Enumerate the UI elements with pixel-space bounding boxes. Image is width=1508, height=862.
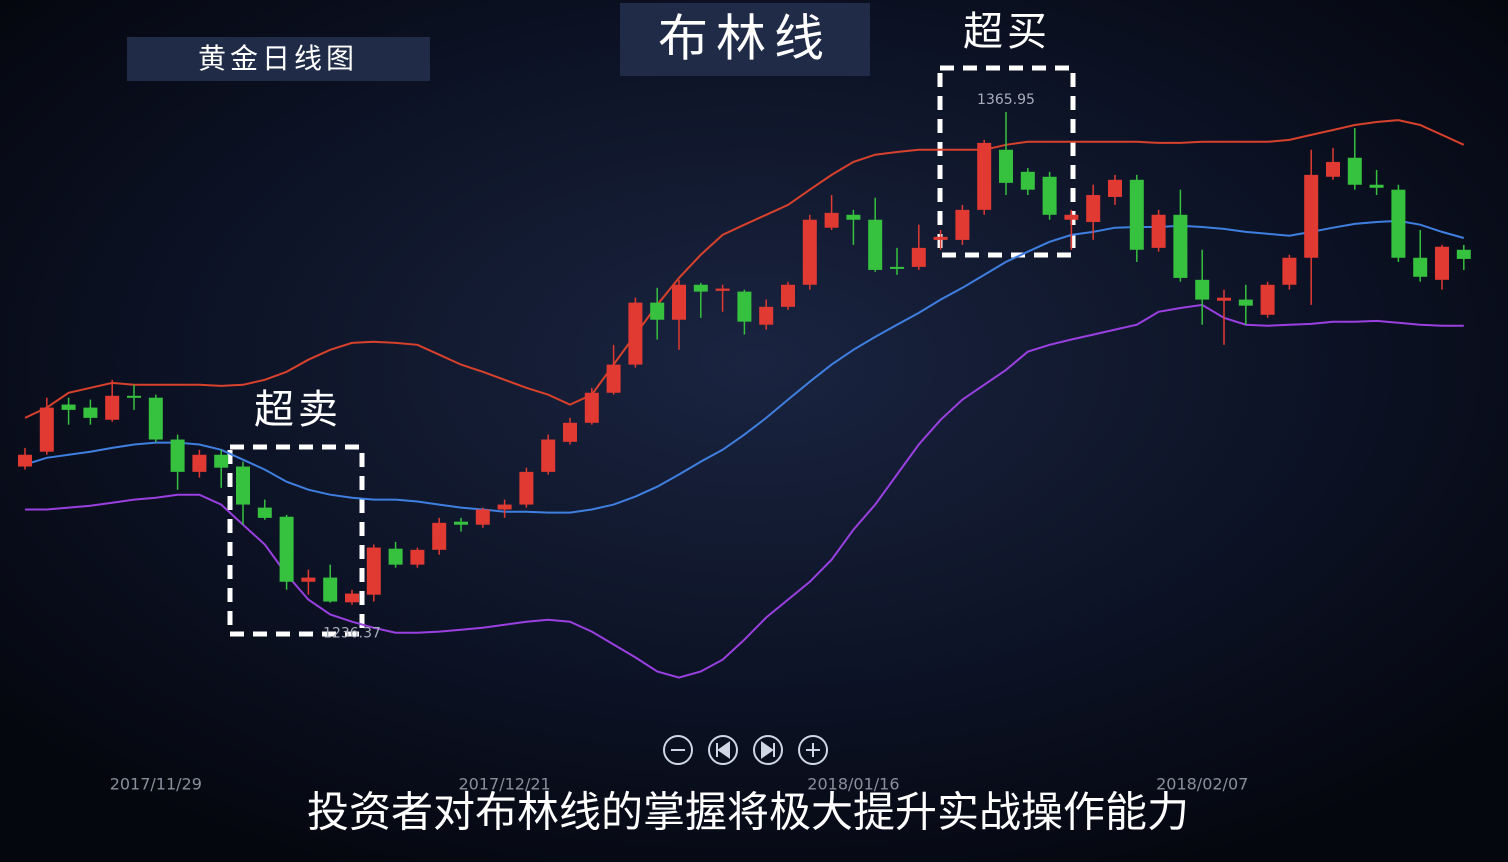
candle-body bbox=[584, 392, 599, 423]
candle-body bbox=[170, 439, 185, 472]
candle-body bbox=[1086, 195, 1101, 223]
candle-body bbox=[192, 454, 207, 472]
candle-body bbox=[846, 214, 861, 220]
candle-body bbox=[1304, 174, 1319, 258]
candle-body bbox=[737, 291, 752, 322]
candle-body bbox=[672, 284, 686, 320]
candle-body bbox=[868, 219, 883, 270]
annotation: 超卖 bbox=[254, 387, 342, 433]
candle-body bbox=[127, 395, 141, 398]
band-line bbox=[24, 119, 1465, 419]
chart-label: 黄金日线图 bbox=[198, 42, 358, 75]
candle-body bbox=[650, 302, 665, 320]
band-line bbox=[24, 219, 1465, 514]
candle-body bbox=[301, 577, 316, 582]
candle-body bbox=[519, 471, 534, 505]
plot: 1365.95 1236.37 bbox=[18, 92, 1471, 679]
x-axis: 2017/11/29 2017/12/21 2018/01/16 2018/02/07 bbox=[110, 775, 1249, 794]
chart-title: 布林线 bbox=[658, 10, 832, 68]
candle-body bbox=[323, 577, 338, 602]
candle-body bbox=[410, 549, 425, 565]
candle-body bbox=[388, 548, 403, 565]
candle-body bbox=[824, 212, 839, 228]
candle-body bbox=[148, 397, 163, 440]
candle-body bbox=[1064, 214, 1079, 220]
candle-body bbox=[105, 395, 120, 420]
candle-body bbox=[563, 422, 577, 442]
label-box bbox=[127, 37, 430, 81]
x-tick-label: 2017/12/21 bbox=[458, 775, 550, 794]
low-label: 1236.37 bbox=[323, 626, 381, 642]
candle-body bbox=[83, 407, 98, 418]
candle-body bbox=[1151, 214, 1166, 248]
caption: 投资者对布林线的掌握将极大提升实战操作能力 bbox=[307, 788, 1189, 837]
candle-body bbox=[39, 407, 54, 452]
candle-body bbox=[1173, 214, 1188, 278]
candle-body bbox=[933, 236, 948, 240]
next-button[interactable] bbox=[753, 735, 783, 765]
x-tick-label: 2018/01/16 bbox=[807, 775, 899, 794]
candle-body bbox=[1020, 171, 1035, 190]
candle-body bbox=[628, 302, 643, 365]
annotation: 超买 bbox=[963, 9, 1051, 55]
candle-body bbox=[890, 266, 904, 269]
zoom-in-button[interactable] bbox=[798, 735, 828, 765]
prev-button[interactable] bbox=[708, 735, 738, 765]
candle-body bbox=[1347, 157, 1362, 185]
candle-body bbox=[1369, 184, 1384, 188]
candle-body bbox=[1129, 179, 1144, 250]
candle-body bbox=[1435, 246, 1449, 280]
controls bbox=[663, 735, 828, 765]
candle-body bbox=[1195, 279, 1210, 300]
candle-body bbox=[454, 521, 468, 525]
x-tick-label: 2017/11/29 bbox=[110, 775, 202, 794]
candle-body bbox=[1260, 284, 1275, 315]
candle-body bbox=[1456, 249, 1471, 259]
candle-body bbox=[1391, 189, 1406, 258]
candle-body bbox=[214, 454, 229, 468]
candle-body bbox=[781, 284, 795, 307]
candle-body bbox=[541, 439, 556, 472]
x-tick-label: 2018/02/07 bbox=[1156, 775, 1248, 794]
candle-body bbox=[955, 209, 970, 240]
candle-body bbox=[432, 522, 447, 550]
candle-body bbox=[606, 364, 621, 393]
candle-body bbox=[366, 547, 381, 595]
candle-body bbox=[1217, 297, 1231, 301]
candle-body bbox=[279, 516, 294, 582]
candle-body bbox=[475, 509, 490, 525]
candle-body bbox=[1238, 299, 1253, 306]
candle-body bbox=[977, 142, 992, 210]
candle-body bbox=[497, 504, 512, 510]
candle-body bbox=[911, 247, 926, 267]
candle-body bbox=[693, 284, 708, 292]
candle-body bbox=[1282, 257, 1297, 285]
candle-body bbox=[61, 404, 76, 410]
candle-body bbox=[1413, 257, 1428, 277]
candle-body bbox=[1042, 176, 1057, 215]
candle-body bbox=[236, 466, 250, 505]
candle-body bbox=[257, 507, 272, 518]
candle-body bbox=[759, 306, 774, 325]
high-label: 1365.95 bbox=[977, 92, 1035, 108]
candle-body bbox=[1108, 179, 1122, 197]
candle-body bbox=[1326, 161, 1340, 177]
title-box bbox=[620, 3, 870, 76]
candle-body bbox=[999, 149, 1013, 183]
candle-body bbox=[715, 288, 730, 291]
candle-body bbox=[802, 219, 817, 285]
zoom-out-button[interactable] bbox=[663, 735, 693, 765]
candle-body bbox=[18, 454, 32, 467]
candle-body bbox=[345, 593, 359, 603]
